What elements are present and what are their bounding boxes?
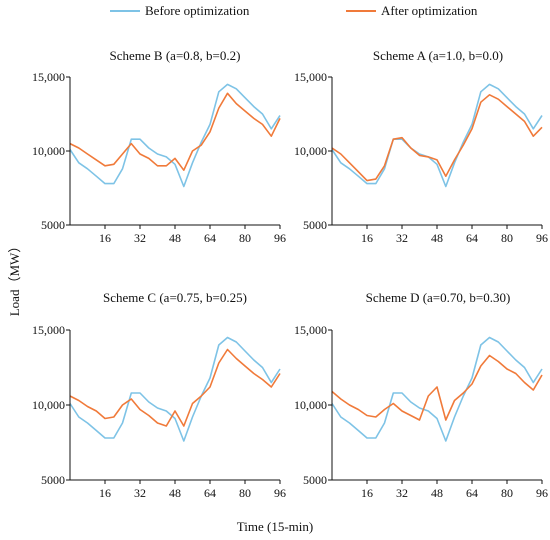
y-axis-label: Load（MW） bbox=[7, 240, 22, 317]
y-tick-label: 5000 bbox=[303, 218, 327, 232]
panel-title: Scheme B (a=0.8, b=0.2) bbox=[110, 48, 241, 63]
panel-title: Scheme C (a=0.75, b=0.25) bbox=[103, 290, 247, 305]
x-tick-label: 32 bbox=[396, 486, 408, 500]
series-before-line bbox=[331, 336, 543, 442]
x-tick-label: 64 bbox=[466, 231, 478, 245]
x-tick-label: 80 bbox=[239, 486, 251, 500]
x-tick-label: 32 bbox=[134, 486, 146, 500]
x-tick-label: 96 bbox=[274, 231, 286, 245]
x-tick-label: 32 bbox=[396, 231, 408, 245]
series-after-line bbox=[69, 348, 281, 427]
y-tick-label: 5000 bbox=[303, 473, 327, 487]
x-tick-label: 32 bbox=[134, 231, 146, 245]
y-tick-label: 10,000 bbox=[294, 398, 327, 412]
x-tick-label: 96 bbox=[274, 486, 286, 500]
x-tick-label: 16 bbox=[99, 231, 111, 245]
x-tick-label: 48 bbox=[431, 486, 443, 500]
series-after-line bbox=[331, 94, 543, 182]
y-tick-label: 5000 bbox=[41, 473, 65, 487]
x-tick-label: 80 bbox=[501, 486, 513, 500]
y-tick-label: 15,000 bbox=[294, 323, 327, 337]
legend-label-after: After optimization bbox=[381, 3, 478, 18]
series-before-line bbox=[69, 83, 281, 188]
y-tick-label: 10,000 bbox=[294, 144, 327, 158]
y-tick-label: 5000 bbox=[41, 218, 65, 232]
x-tick-label: 80 bbox=[501, 231, 513, 245]
panel-scheme-d: Scheme D (a=0.70, b=0.30) 5000 10,000 15,0… bbox=[294, 290, 548, 500]
y-tick-label: 10,000 bbox=[32, 398, 65, 412]
y-tick-label: 15,000 bbox=[294, 70, 327, 84]
x-tick-label: 48 bbox=[169, 486, 181, 500]
x-tick-label: 48 bbox=[169, 231, 181, 245]
y-tick-label: 10,000 bbox=[32, 144, 65, 158]
panel-title: Scheme D (a=0.70, b=0.30) bbox=[366, 290, 511, 305]
x-axis-label: Time (15-min) bbox=[237, 519, 313, 534]
legend: Before optimization After optimization bbox=[110, 3, 478, 18]
x-tick-label: 64 bbox=[204, 486, 216, 500]
y-tick-label: 15,000 bbox=[32, 70, 65, 84]
panel-scheme-a: Scheme A (a=1.0, b=0.0) 5000 10,000 15,000… bbox=[294, 48, 548, 245]
x-tick-label: 16 bbox=[99, 486, 111, 500]
series-after-line bbox=[69, 92, 281, 171]
x-tick-label: 80 bbox=[239, 231, 251, 245]
x-tick-label: 16 bbox=[361, 231, 373, 245]
x-tick-label: 16 bbox=[361, 486, 373, 500]
series-before-line bbox=[69, 336, 281, 442]
x-tick-label: 64 bbox=[204, 231, 216, 245]
x-tick-label: 48 bbox=[431, 231, 443, 245]
series-after-line bbox=[331, 354, 543, 421]
series-before-line bbox=[331, 83, 543, 188]
legend-label-before: Before optimization bbox=[145, 3, 250, 18]
x-tick-label: 96 bbox=[536, 486, 548, 500]
x-tick-label: 96 bbox=[536, 231, 548, 245]
x-tick-label: 64 bbox=[466, 486, 478, 500]
panel-scheme-b: Scheme B (a=0.8, b=0.2) 5000 10,000 15,000… bbox=[32, 48, 286, 245]
y-tick-label: 15,000 bbox=[32, 323, 65, 337]
panel-title: Scheme A (a=1.0, b=0.0) bbox=[373, 48, 503, 63]
panel-scheme-c: Scheme C (a=0.75, b=0.25) 5000 10,000 15,0… bbox=[32, 290, 286, 500]
